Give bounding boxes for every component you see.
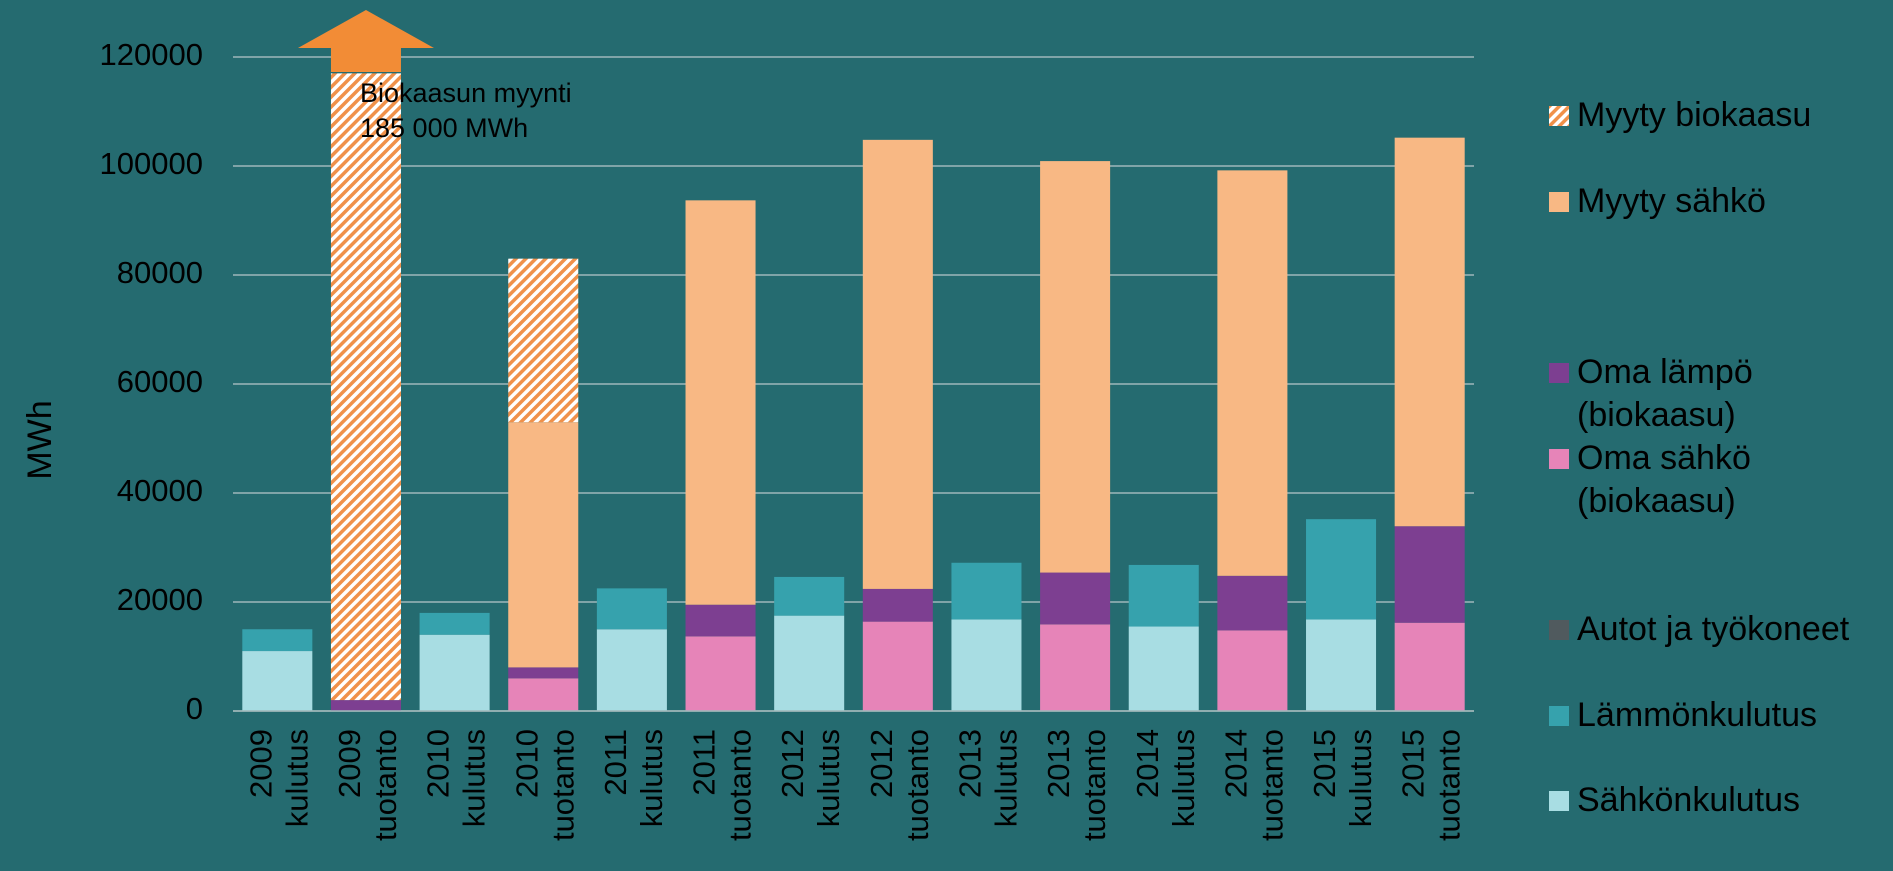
bar-segment	[685, 200, 756, 605]
legend-label: Oma lämpö (biokaasu)	[1577, 353, 1753, 434]
legend-label: Autot ja työkoneet	[1577, 610, 1850, 648]
x-tick-label: 2010tuotanto	[509, 729, 580, 841]
legend-label: Oma sähkö (biokaasu)	[1577, 439, 1751, 520]
bar-segment	[330, 700, 401, 711]
bar-segment	[862, 588, 933, 622]
bar-segment	[1040, 161, 1111, 573]
bar-segment	[508, 678, 579, 711]
bar-segment	[685, 604, 756, 637]
x-tick-label: 2012tuotanto	[864, 729, 935, 841]
bar-segment	[1217, 170, 1288, 576]
bar-segment	[508, 667, 579, 679]
bar-segment	[330, 73, 401, 701]
x-tick-label: 2009kulutus	[243, 729, 314, 827]
bar-segment	[508, 422, 579, 668]
bar-segment	[1217, 575, 1288, 631]
legend-swatch	[1549, 791, 1569, 811]
bar-segment	[1040, 624, 1111, 711]
bar-segment	[862, 621, 933, 711]
bar-segment	[1394, 526, 1465, 623]
bar-segment	[419, 612, 490, 635]
bar-segment	[774, 576, 845, 616]
bar-segment	[1394, 137, 1465, 527]
legend-swatch	[1549, 706, 1569, 726]
x-tick-label: 2015kulutus	[1307, 729, 1378, 827]
bar-segment	[1128, 626, 1199, 711]
bar-segment	[242, 629, 313, 652]
legend-label: Lämmönkulutus	[1577, 696, 1817, 734]
bar-segment	[1217, 630, 1288, 711]
x-tick-label: 2015tuotanto	[1396, 729, 1467, 841]
y-tick-label: 120000	[100, 37, 203, 72]
legend-label: Sähkönkulutus	[1577, 781, 1800, 819]
legend-swatch	[1549, 192, 1569, 212]
legend-swatch	[1549, 449, 1569, 469]
bar-segment	[1394, 622, 1465, 711]
x-tick-label: 2013kulutus	[952, 729, 1023, 827]
x-tick-label: 2009tuotanto	[332, 729, 403, 841]
x-tick-label: 2012kulutus	[775, 729, 846, 827]
y-tick-label: 80000	[117, 255, 203, 290]
bar-segment	[596, 588, 667, 630]
y-tick-label: 100000	[100, 146, 203, 181]
y-tick-label: 60000	[117, 364, 203, 399]
bar-segment	[685, 636, 756, 711]
bar-segment	[508, 258, 579, 423]
bar-segment	[242, 651, 313, 711]
bar-segment	[1306, 519, 1377, 620]
x-tick-label: 2010kulutus	[421, 729, 492, 827]
bar-segment	[419, 634, 490, 711]
y-axis-label: MWh	[21, 400, 59, 479]
annotation: Biokaasun myynti	[360, 78, 572, 108]
bar-segment	[951, 562, 1022, 620]
x-tick-label: 2014kulutus	[1130, 729, 1201, 827]
x-tick-label: 2011tuotanto	[687, 729, 758, 841]
bar-segment	[862, 139, 933, 589]
x-tick-label: 2014tuotanto	[1218, 729, 1289, 841]
bar-segment	[1306, 619, 1377, 711]
annotation: 185 000 MWh	[360, 113, 528, 143]
y-tick-label: 0	[186, 691, 203, 726]
bar-segment	[1040, 572, 1111, 625]
y-tick-label: 20000	[117, 582, 203, 617]
x-tick-label: 2011kulutus	[598, 729, 669, 827]
bar-segment	[596, 629, 667, 711]
legend-label: Myyty biokaasu	[1577, 96, 1811, 134]
bar-segment	[951, 619, 1022, 711]
bar-segment	[1128, 564, 1199, 627]
legend-swatch	[1549, 363, 1569, 383]
arrow	[297, 10, 434, 72]
bar-segment	[774, 615, 845, 711]
legend-swatch	[1549, 620, 1569, 640]
legend-swatch	[1549, 106, 1569, 126]
y-tick-label: 40000	[117, 473, 203, 508]
legend-label: Myyty sähkö	[1577, 182, 1766, 220]
x-tick-label: 2013tuotanto	[1041, 729, 1112, 841]
